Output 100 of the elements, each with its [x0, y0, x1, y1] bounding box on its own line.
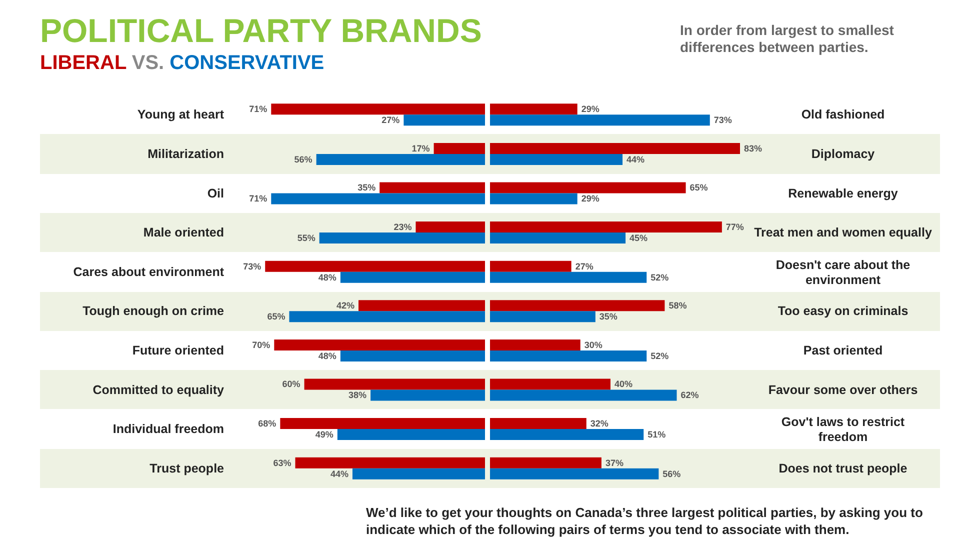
data-label: 45%: [630, 233, 648, 244]
bar: [280, 418, 485, 430]
bar: [490, 222, 722, 233]
bar: [490, 232, 626, 244]
data-label: 27%: [382, 115, 400, 126]
data-label: 56%: [662, 468, 681, 479]
bar: [490, 378, 610, 390]
y-tick-label: Tough enough on crime: [82, 304, 224, 318]
data-label: 30%: [584, 340, 602, 350]
y-tick-label: Old fashioned: [801, 108, 885, 122]
data-label: 63%: [273, 458, 292, 468]
data-label: 73%: [714, 115, 732, 126]
y-tick-label: Cares about environment: [73, 264, 225, 279]
y-tick-label: Gov't laws to restrict freedom: [781, 415, 906, 444]
y-tick-label: Male oriented: [143, 226, 224, 240]
bar: [358, 300, 485, 312]
bar: [490, 154, 623, 165]
y-tick-label: Renewable energy: [788, 186, 898, 200]
data-label: 65%: [690, 182, 708, 193]
data-label: 27%: [575, 261, 594, 272]
bar: [490, 182, 686, 194]
bar: [490, 350, 647, 362]
y-tick-label: Past oriented: [803, 343, 883, 358]
bar: [490, 390, 677, 401]
data-label: 71%: [249, 194, 268, 204]
bar: [370, 390, 485, 401]
y-tick-label: Militarization: [148, 146, 224, 161]
data-label: 77%: [726, 222, 744, 232]
bar: [490, 468, 659, 480]
bar: [271, 104, 485, 115]
y-tick-label: Young at heart: [137, 108, 225, 122]
data-label: 68%: [258, 418, 276, 429]
bar: [316, 154, 485, 165]
text: We’d like to get your thoughts on Canada’s three largest political parties, by asking you to indicate which of the following pairs of terms you tend to associate with them.: [366, 504, 924, 538]
bar: [490, 457, 602, 468]
bar: [380, 182, 485, 194]
data-label: 44%: [330, 468, 348, 479]
data-label: 29%: [581, 194, 600, 204]
data-label: 42%: [336, 300, 354, 311]
data-label: 49%: [315, 430, 334, 440]
data-label: 23%: [394, 222, 412, 232]
bar: [289, 311, 485, 322]
bar: [490, 300, 665, 312]
data-label: 62%: [680, 390, 699, 400]
data-label: 44%: [626, 154, 645, 164]
bar: [337, 429, 485, 440]
bar: [490, 104, 578, 115]
data-label: 35%: [599, 312, 618, 322]
data-label: 58%: [668, 300, 687, 311]
data-label: 48%: [318, 272, 336, 282]
data-label: 52%: [650, 272, 669, 282]
data-label: 35%: [358, 182, 376, 193]
bar: [490, 418, 586, 430]
bar: [490, 311, 596, 322]
bar: [490, 193, 578, 204]
data-label: 17%: [412, 143, 430, 154]
data-label: 83%: [744, 143, 762, 154]
bar: [295, 457, 485, 468]
data-label: 51%: [648, 430, 666, 440]
bar: [434, 142, 485, 154]
data-label: 29%: [581, 104, 600, 114]
bar: [490, 142, 740, 154]
data-label: 52%: [650, 350, 669, 361]
bar: [274, 339, 485, 350]
y-tick-label: Committed to equality: [92, 382, 224, 397]
y-tick-label: Favour some over others: [768, 382, 918, 397]
bar: [304, 378, 485, 390]
data-label: 37%: [605, 458, 624, 468]
bar: [340, 272, 485, 283]
bar: [416, 222, 485, 233]
bar: [490, 339, 580, 350]
bar: [490, 260, 572, 272]
y-tick-label: Trust people: [150, 461, 224, 476]
data-label: 60%: [282, 379, 300, 390]
bar: [265, 260, 485, 272]
bar: [490, 114, 710, 126]
y-tick-label: Future oriented: [132, 343, 224, 358]
y-tick-label: Doesn't care about the environment: [776, 258, 910, 287]
y-tick-label: Individual freedom: [112, 422, 224, 436]
data-label: 55%: [297, 233, 316, 244]
data-label: 38%: [348, 390, 367, 400]
data-label: 70%: [252, 340, 270, 350]
y-tick-label: Diplomacy: [811, 146, 875, 161]
bar: [319, 232, 485, 244]
bar: [271, 193, 485, 204]
text: In order from largest to smallest differences between parties.: [680, 22, 895, 56]
data-label: 32%: [590, 418, 608, 429]
chart-subtitle: VS.: [130, 52, 166, 74]
y-tick-label: Does not trust people: [778, 461, 908, 476]
bar: [340, 350, 485, 362]
chart-title: POLITICAL PARTY BRANDS: [40, 12, 482, 50]
bar: [490, 272, 647, 283]
bar: [404, 114, 485, 126]
data-label: 73%: [243, 261, 262, 272]
text: CONSERVATIVE: [170, 52, 324, 74]
text: LIBERAL: [40, 52, 126, 74]
y-tick-label: Oil: [207, 186, 224, 200]
data-label: 65%: [267, 312, 286, 322]
bar: [490, 429, 644, 440]
data-label: 40%: [614, 379, 632, 390]
